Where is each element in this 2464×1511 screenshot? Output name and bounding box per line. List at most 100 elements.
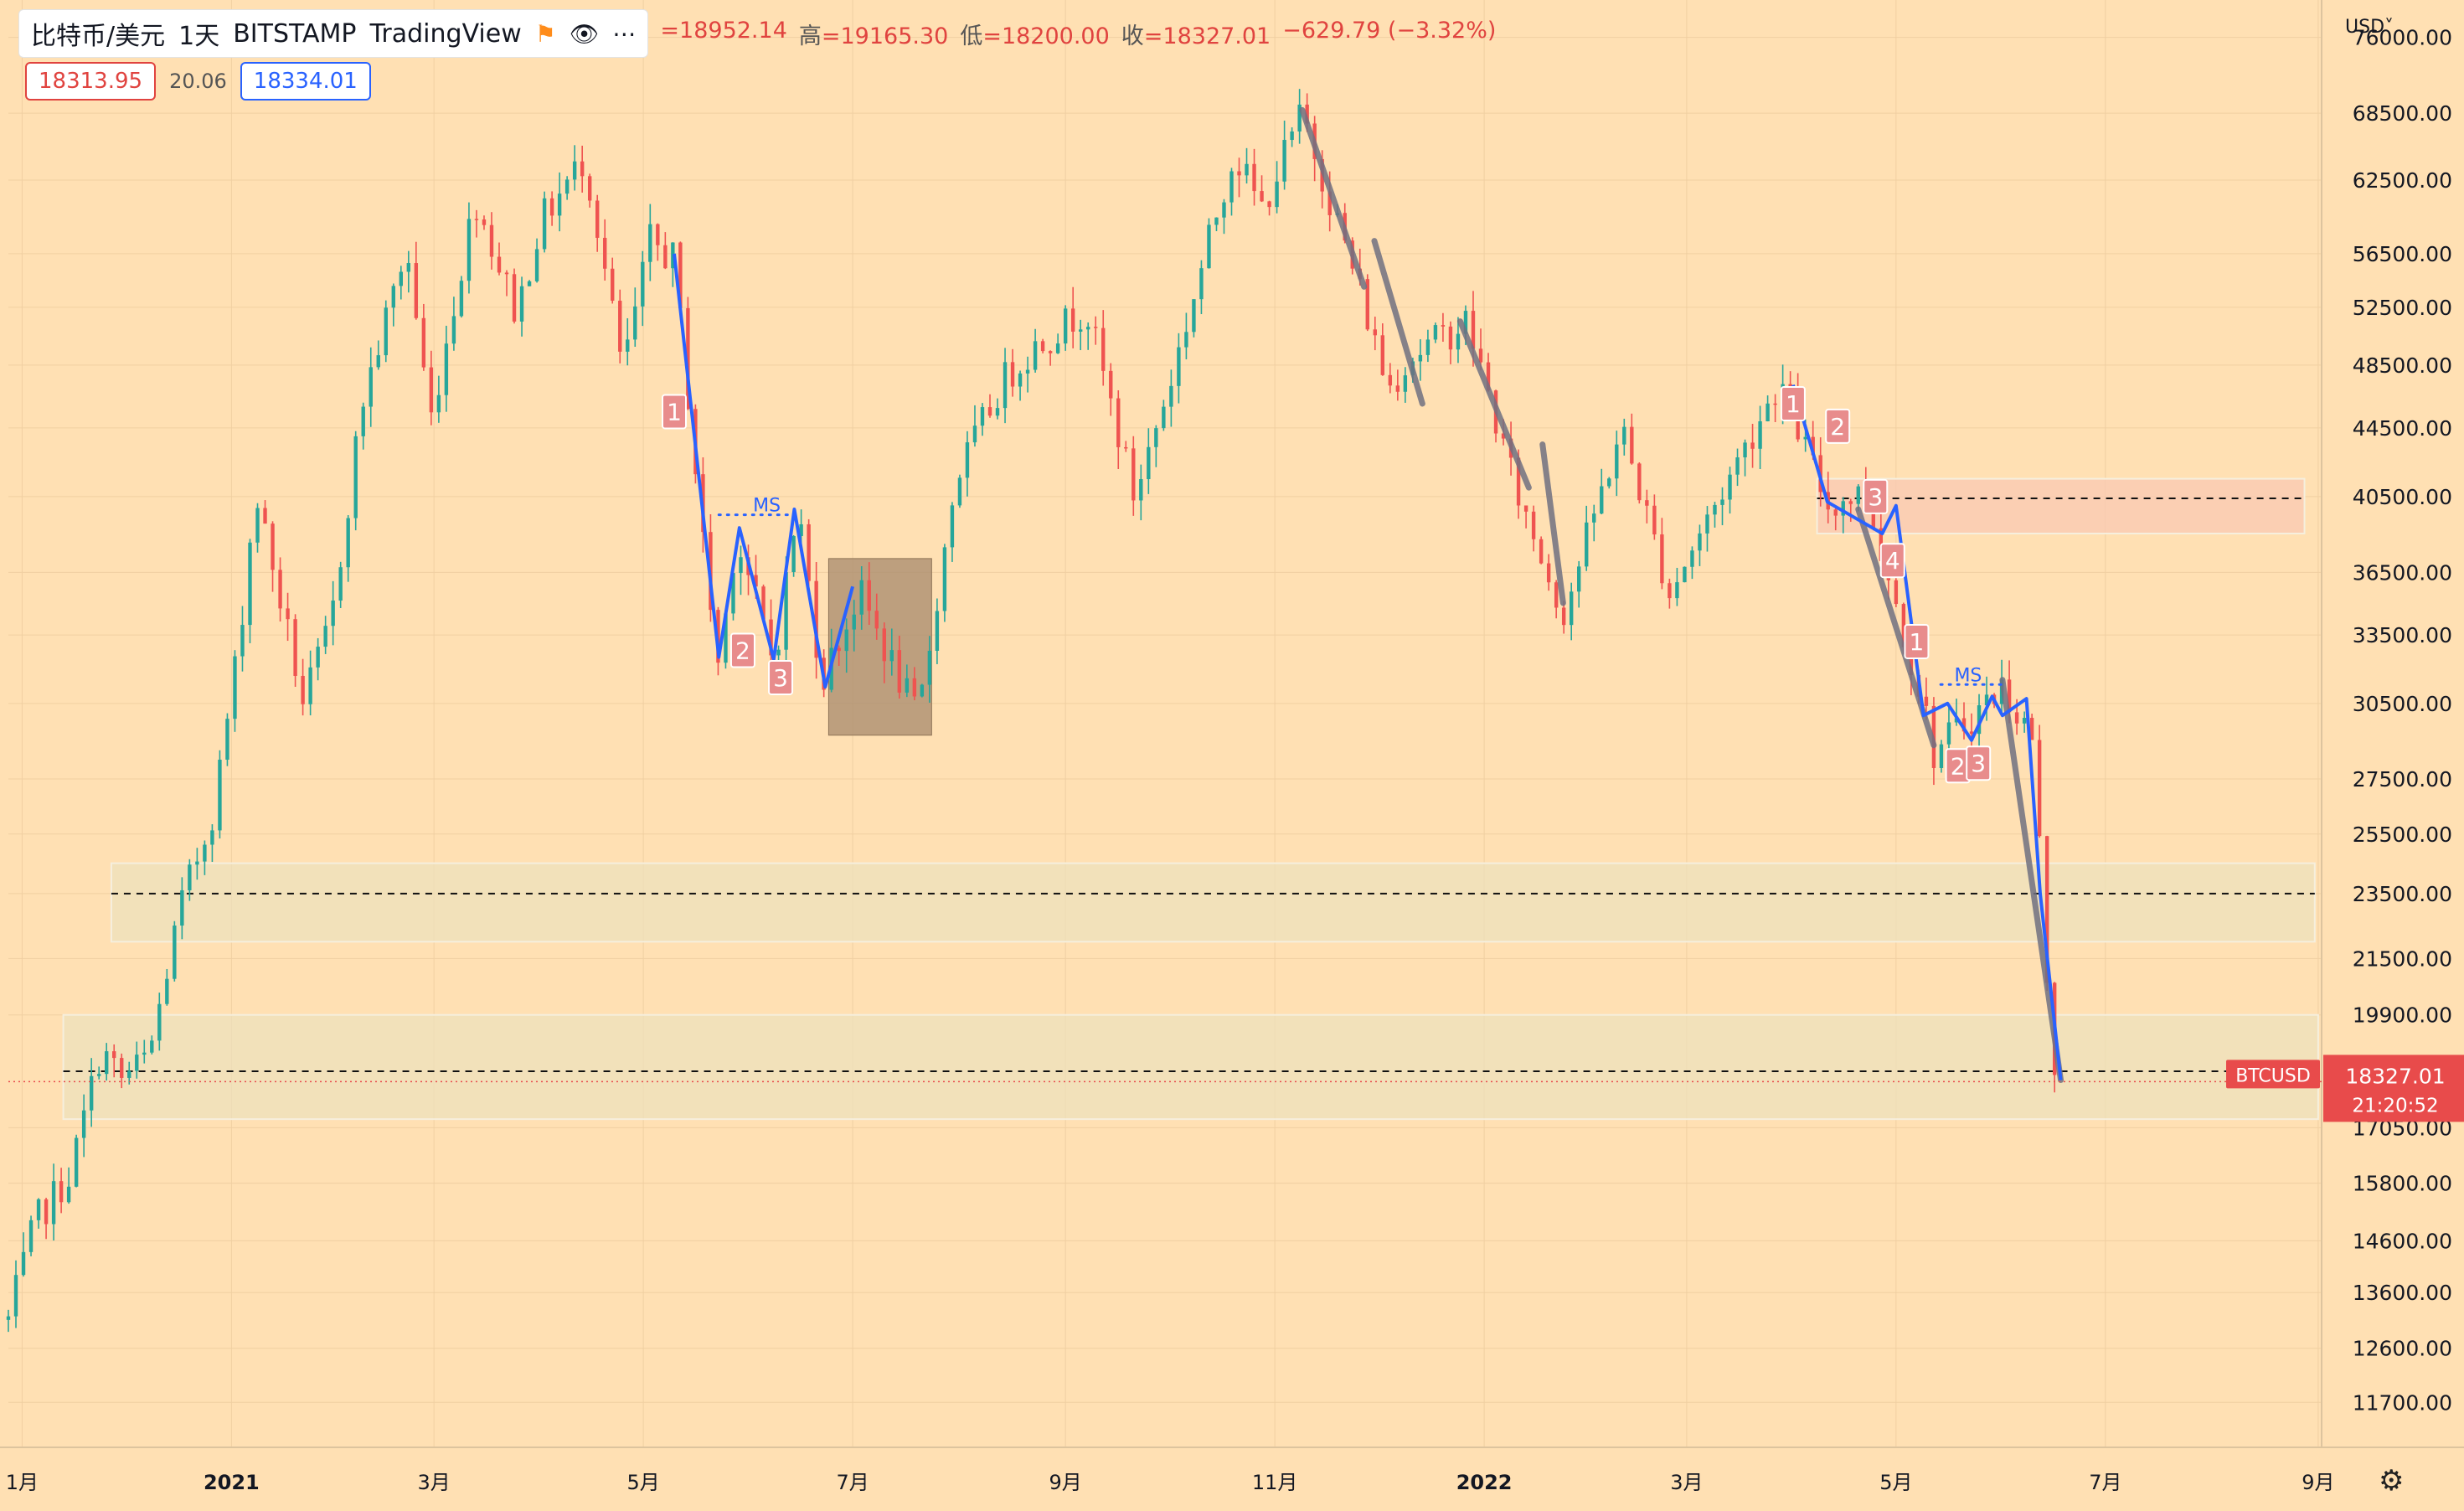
candle-body: [1290, 131, 1294, 141]
candle: [1395, 369, 1400, 401]
trend-line[interactable]: [1456, 318, 1532, 491]
candle: [995, 398, 1000, 420]
candle-body: [1592, 513, 1596, 523]
sell-button[interactable]: 18313.95: [25, 62, 157, 101]
grid: [8, 0, 2322, 1447]
trend-line[interactable]: [1999, 677, 2065, 1083]
trend-line[interactable]: [1371, 238, 1425, 407]
candle-body: [1207, 224, 1211, 269]
candle-body: [2044, 836, 2049, 983]
candle-body: [210, 830, 214, 845]
symbol-box[interactable]: 比特币/美元 1天 BITSTAMP TradingView ⚑ 👁 ⋯: [18, 9, 649, 58]
candle-body: [1713, 504, 1717, 515]
candle: [1652, 494, 1657, 540]
candle: [1048, 350, 1053, 366]
candle: [1773, 394, 1777, 423]
candle: [731, 569, 735, 621]
candle: [1177, 333, 1181, 404]
candle: [376, 340, 380, 370]
price-axis-bg: [2322, 0, 2464, 1511]
candle-body: [1214, 217, 1219, 225]
candle: [165, 968, 169, 1006]
candle-body: [965, 442, 970, 478]
wave-number-text: 3: [1868, 483, 1883, 511]
candle-body: [406, 263, 411, 272]
interval[interactable]: 1天: [178, 22, 220, 51]
candle-body: [1668, 583, 1672, 599]
more-icon[interactable]: ⋯: [612, 19, 637, 48]
candle-body: [346, 518, 350, 568]
candle-body: [1441, 325, 1446, 327]
candle-body: [1946, 722, 1951, 745]
candle: [927, 636, 932, 703]
candle: [286, 592, 290, 642]
wave-number-text: 3: [773, 664, 788, 692]
wave-number-bg: [768, 659, 794, 695]
candle-body: [1901, 604, 1906, 647]
wave-number-label: 1: [1904, 623, 1930, 659]
candle-body: [203, 844, 207, 862]
candle-body: [1622, 426, 1626, 445]
candle-body: [1961, 718, 1967, 732]
candle: [867, 562, 871, 626]
candle-body: [1116, 398, 1121, 447]
candle-body: [2037, 740, 2042, 837]
candle-body: [912, 678, 917, 697]
trend-line[interactable]: [1299, 106, 1368, 290]
candle: [1425, 329, 1430, 363]
wave-number-label: 4: [1879, 543, 1905, 579]
wave-number-label: 2: [1825, 408, 1851, 444]
buy-button[interactable]: 18334.01: [240, 62, 371, 101]
candle-body: [1743, 442, 1747, 458]
candle-body: [882, 628, 886, 662]
candle: [504, 270, 509, 297]
candle: [459, 276, 464, 318]
y-tick-label: 19900.00: [2353, 1003, 2452, 1028]
candle-body: [293, 619, 297, 676]
candle-body: [1561, 607, 1566, 626]
candle: [1010, 348, 1015, 397]
candle: [1373, 317, 1377, 351]
candles: [6, 89, 2057, 1333]
candle: [278, 557, 282, 622]
candle-body: [1101, 327, 1106, 371]
candle: [1162, 400, 1166, 431]
candle-body: [1395, 385, 1400, 392]
candle: [549, 191, 554, 226]
candle-body: [1758, 421, 1762, 449]
candle-body: [59, 1181, 64, 1203]
candle-body: [791, 536, 796, 573]
x-tick-label: 5月: [1879, 1471, 1912, 1494]
eye-icon[interactable]: 👁: [569, 19, 600, 48]
candle: [1403, 367, 1408, 403]
candle: [150, 1035, 154, 1055]
candle-body: [361, 406, 365, 436]
candle: [203, 840, 207, 875]
candle: [935, 598, 940, 664]
candle-body: [950, 505, 955, 548]
wave-number-label: 3: [768, 659, 794, 695]
candle-body: [519, 286, 524, 322]
gear-icon[interactable]: ⚙: [2379, 1465, 2405, 1497]
candle: [316, 637, 320, 681]
x-tick-label: 2021: [204, 1471, 260, 1494]
candle-body: [497, 256, 502, 273]
wave-line[interactable]: [1791, 384, 2063, 1080]
candle-body: [927, 650, 932, 685]
y-tick-label: 30500.00: [2353, 692, 2452, 716]
candle-body: [436, 395, 441, 413]
candle: [331, 580, 335, 646]
candle: [1645, 489, 1649, 523]
candle-body: [225, 719, 229, 760]
flag-icon[interactable]: ⚑: [534, 19, 556, 48]
candle: [534, 238, 539, 283]
wave-line[interactable]: [673, 253, 855, 689]
candle-body: [761, 586, 765, 620]
candle-body: [1728, 474, 1732, 500]
candle: [1139, 464, 1143, 521]
candle: [1750, 424, 1755, 468]
candle: [240, 606, 245, 672]
currency-selector[interactable]: USD˅: [2345, 17, 2394, 38]
trend-line[interactable]: [1539, 441, 1566, 606]
